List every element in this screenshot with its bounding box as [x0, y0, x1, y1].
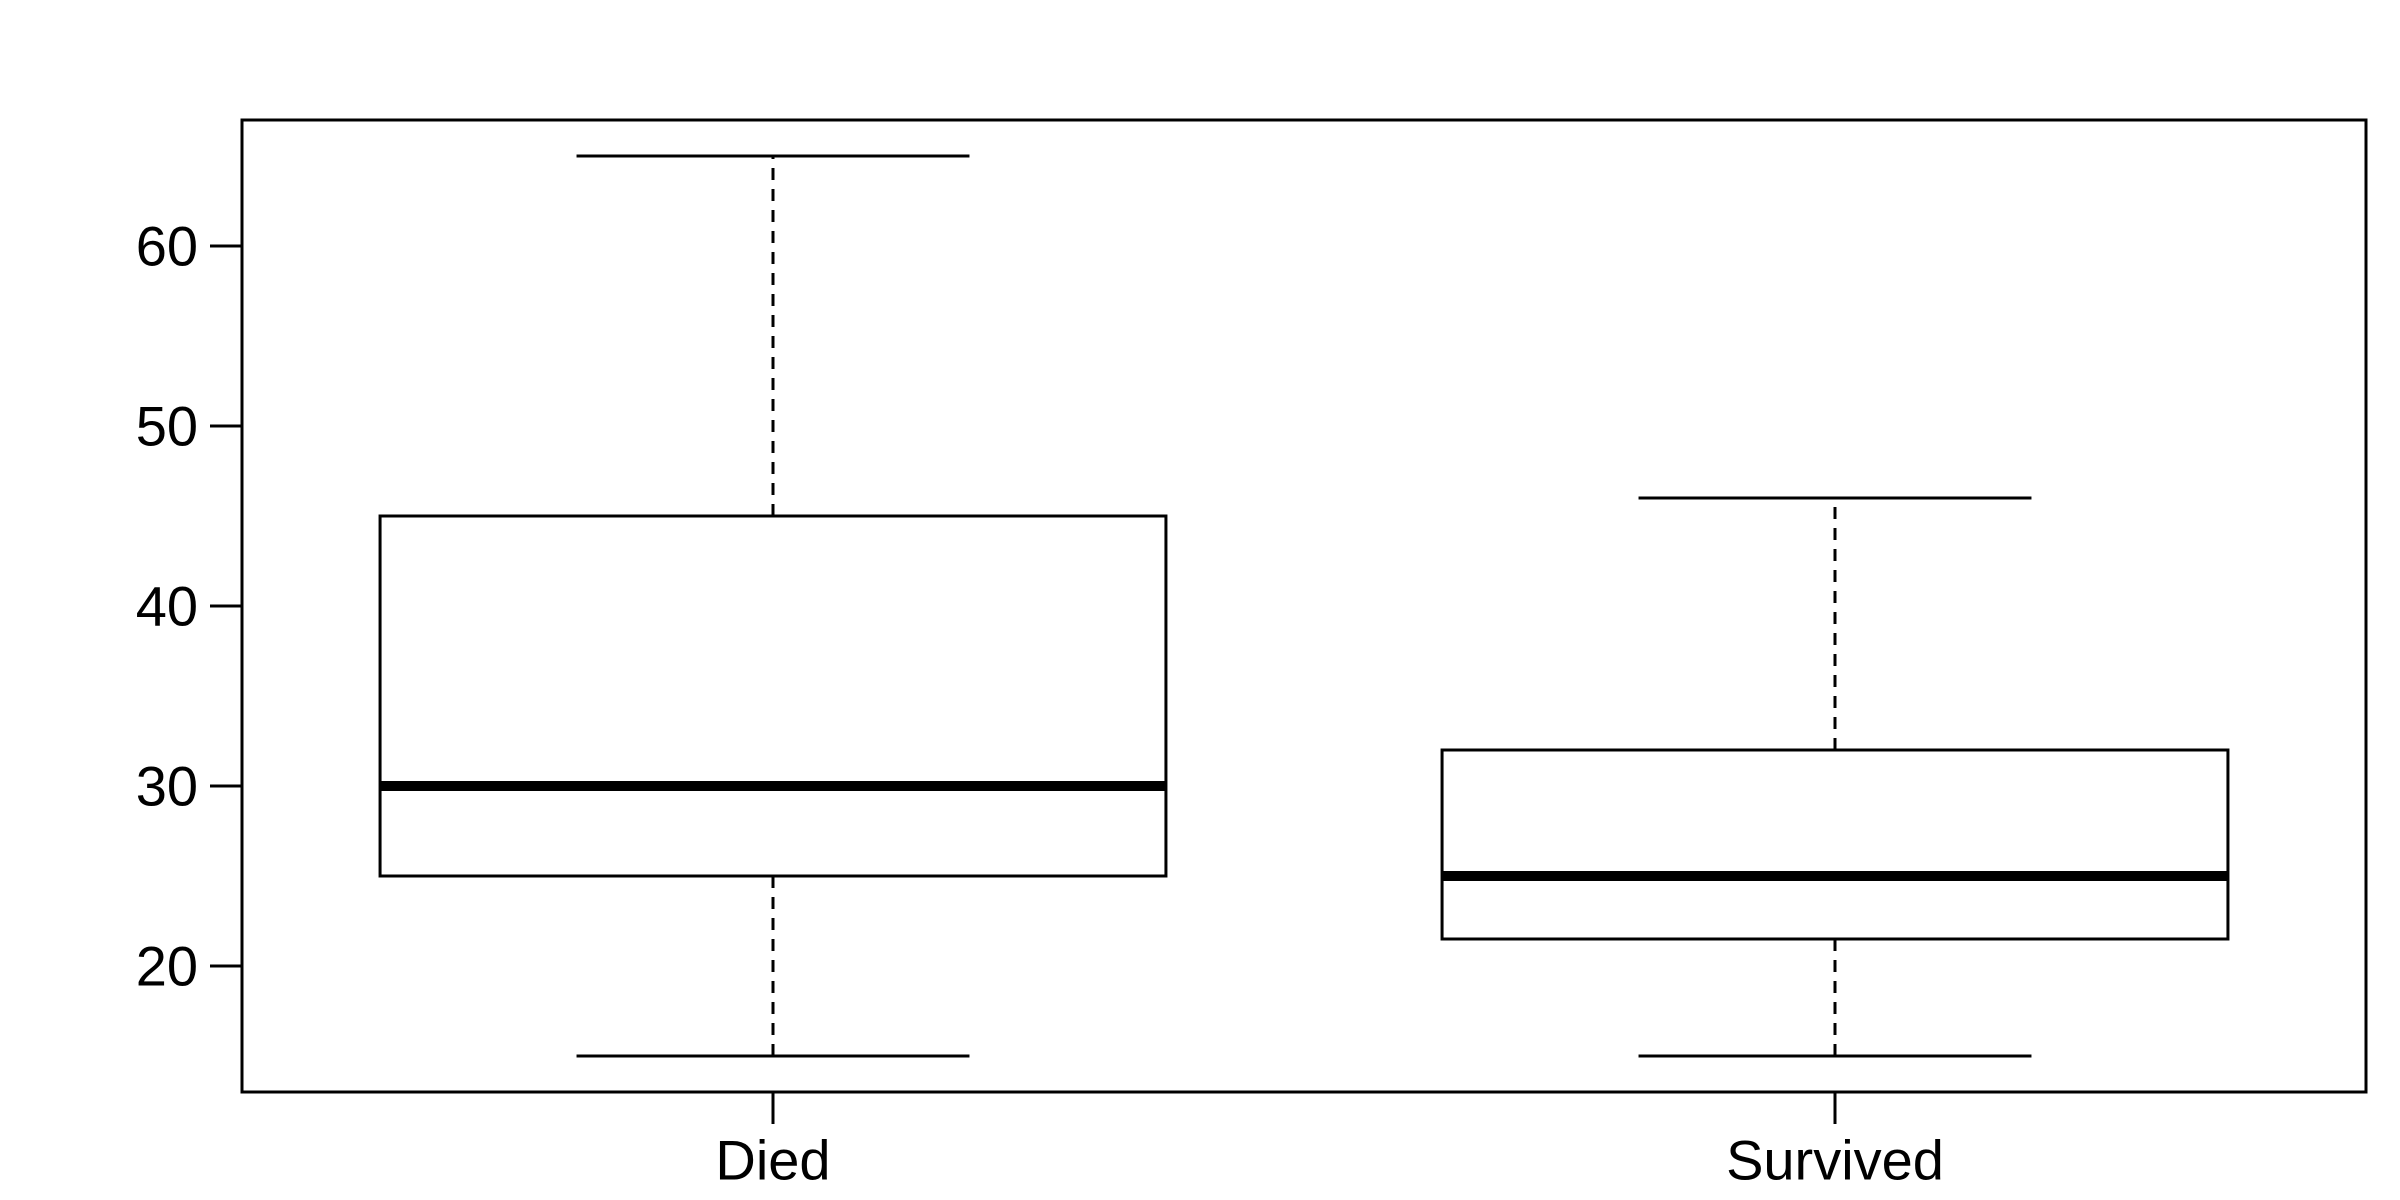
y-tick-label: 50 — [136, 395, 198, 458]
x-tick-label: Died — [715, 1129, 830, 1192]
box-survived — [1440, 496, 2230, 1058]
y-tick-label: 30 — [136, 755, 198, 818]
y-tick-label: 20 — [136, 935, 198, 998]
y-tick-label: 40 — [136, 575, 198, 638]
x-axis: Died Survived — [715, 1092, 1944, 1192]
iqr-box — [378, 514, 1168, 878]
y-tick-label: 60 — [136, 215, 198, 278]
iqr-box — [1440, 748, 2230, 941]
y-axis: 20 30 40 50 60 — [136, 215, 242, 998]
box-group — [378, 154, 2230, 1058]
box-died — [378, 154, 1168, 1058]
x-tick-label: Survived — [1726, 1129, 1944, 1192]
